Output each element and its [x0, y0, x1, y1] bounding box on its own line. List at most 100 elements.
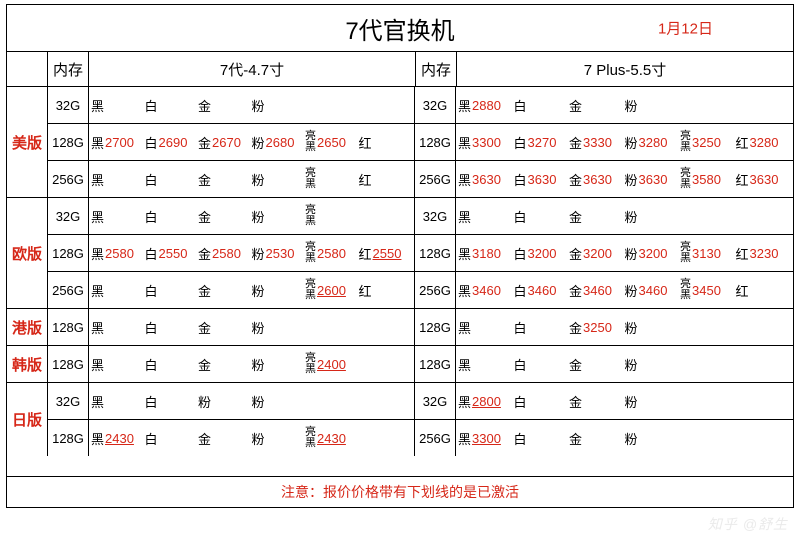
- color-name: 黑: [458, 170, 471, 189]
- color-name: 白: [145, 207, 158, 226]
- memory-cell: 256G: [48, 272, 89, 308]
- memory-cell: 32G: [48, 383, 89, 419]
- color-slot: 黑: [91, 96, 145, 115]
- color-name: 黑: [91, 392, 104, 411]
- color-slot: 粉2680: [252, 133, 306, 152]
- color-name: 金: [569, 355, 582, 374]
- price-value: 2530: [266, 246, 295, 261]
- colors-cell: 黑白金3250粉: [456, 309, 793, 345]
- data-row: 128G黑白金粉: [48, 309, 414, 345]
- data-row: 32G黑白金粉: [48, 87, 414, 123]
- watermark: 知乎 @舒生: [708, 514, 788, 534]
- color-slot: 粉: [625, 96, 681, 115]
- color-slot: 黑2700: [91, 133, 145, 152]
- color-name: 金: [198, 429, 211, 448]
- color-name: 黑: [458, 429, 471, 448]
- data-row: 256G黑白金粉亮黑红: [48, 160, 414, 197]
- color-name: 金: [569, 207, 582, 226]
- colors-cell: 黑2800白金粉: [456, 383, 793, 419]
- color-name: 黑: [458, 318, 471, 337]
- color-slot: 金3200: [569, 244, 625, 263]
- color-name: 红: [359, 170, 372, 189]
- color-slot: 白: [145, 355, 199, 374]
- color-slot: 粉: [198, 392, 252, 411]
- color-name: 黑: [458, 244, 471, 263]
- color-slot: 粉: [625, 355, 681, 374]
- region-right: 128G黑白金3250粉: [415, 309, 793, 345]
- color-name: 金: [569, 318, 582, 337]
- color-name: 白: [514, 281, 527, 300]
- memory-cell: 128G: [48, 124, 89, 160]
- color-slot: 亮黑3130: [680, 242, 736, 264]
- color-name: 粉: [252, 207, 265, 226]
- color-name: 黑: [458, 392, 471, 411]
- color-name: 红: [359, 244, 372, 263]
- color-name: 白: [514, 244, 527, 263]
- color-slot: 红: [359, 281, 413, 300]
- color-slot: 白: [145, 392, 199, 411]
- price-value: 2430: [105, 431, 134, 446]
- color-slot: 金: [198, 170, 252, 189]
- colors-cell: 黑白金粉: [456, 346, 793, 382]
- color-name: 粉: [625, 318, 638, 337]
- color-name: 黑: [458, 281, 471, 300]
- title-bar: 7代官换机 1月12日: [7, 5, 793, 52]
- color-slot: 红3630: [736, 170, 792, 189]
- color-name: 金: [198, 244, 211, 263]
- page-title: 7代官换机: [345, 11, 454, 46]
- price-value: 3630: [528, 172, 557, 187]
- color-slot: 黑: [91, 207, 145, 226]
- header-memory-b: 内存: [416, 52, 457, 86]
- price-value: 3460: [528, 283, 557, 298]
- color-slot: 黑2430: [91, 429, 145, 448]
- footer-note: 注意：报价价格带有下划线的是已激活: [7, 476, 793, 507]
- colors-cell: 黑白金粉亮黑2400: [89, 346, 414, 382]
- price-value: 2670: [212, 135, 241, 150]
- color-slot: 红: [359, 170, 413, 189]
- color-name: 黑: [458, 96, 471, 115]
- color-slot: 白: [514, 207, 570, 226]
- color-slot: 黑2800: [458, 392, 514, 411]
- color-name: 红: [359, 281, 372, 300]
- color-name: 粉: [252, 355, 265, 374]
- color-slot: 金2580: [198, 244, 252, 263]
- price-value: 3330: [583, 135, 612, 150]
- price-value: 2880: [472, 98, 501, 113]
- color-slot: 粉: [252, 170, 306, 189]
- region-block: 韩版128G黑白金粉亮黑2400128G黑白金粉: [7, 346, 793, 383]
- color-name: 白: [514, 207, 527, 226]
- color-slot: 粉2530: [252, 244, 306, 263]
- memory-cell: 256G: [415, 272, 456, 308]
- color-slot: 白: [145, 429, 199, 448]
- header-memory-a: 内存: [48, 52, 89, 86]
- color-name: 亮黑: [680, 168, 691, 190]
- color-name: 黑: [91, 207, 104, 226]
- color-slot: 黑2880: [458, 96, 514, 115]
- color-slot: 亮黑3450: [680, 279, 736, 301]
- price-value: 2690: [159, 135, 188, 150]
- color-slot: 金: [198, 355, 252, 374]
- color-name: 白: [145, 281, 158, 300]
- price-value: 2550: [373, 246, 402, 261]
- price-value: 2580: [317, 246, 346, 261]
- price-value: 2580: [105, 246, 134, 261]
- color-slot: 黑: [91, 318, 145, 337]
- price-table: 7代官换机 1月12日 内存 7代-4.7寸 内存 7 Plus-5.5寸 美版…: [6, 4, 794, 508]
- colors-cell: 黑白金粉: [89, 87, 414, 123]
- color-name: 亮黑: [305, 427, 316, 449]
- color-slot: 金: [569, 96, 625, 115]
- color-slot: 亮黑2600: [305, 279, 359, 301]
- color-name: 黑: [91, 318, 104, 337]
- colors-cell: 黑白金粉亮黑2600红: [89, 272, 414, 308]
- price-value: 2550: [159, 246, 188, 261]
- color-name: 粉: [625, 281, 638, 300]
- color-name: 红: [736, 244, 749, 263]
- data-row: 256G黑3300白金粉: [415, 419, 793, 456]
- price-value: 2600: [317, 283, 346, 298]
- color-slot: 金: [198, 318, 252, 337]
- colors-cell: 黑白金粉: [89, 309, 414, 345]
- color-name: 金: [569, 170, 582, 189]
- color-slot: 金: [198, 207, 252, 226]
- color-name: 白: [514, 392, 527, 411]
- color-slot: 粉3280: [625, 133, 681, 152]
